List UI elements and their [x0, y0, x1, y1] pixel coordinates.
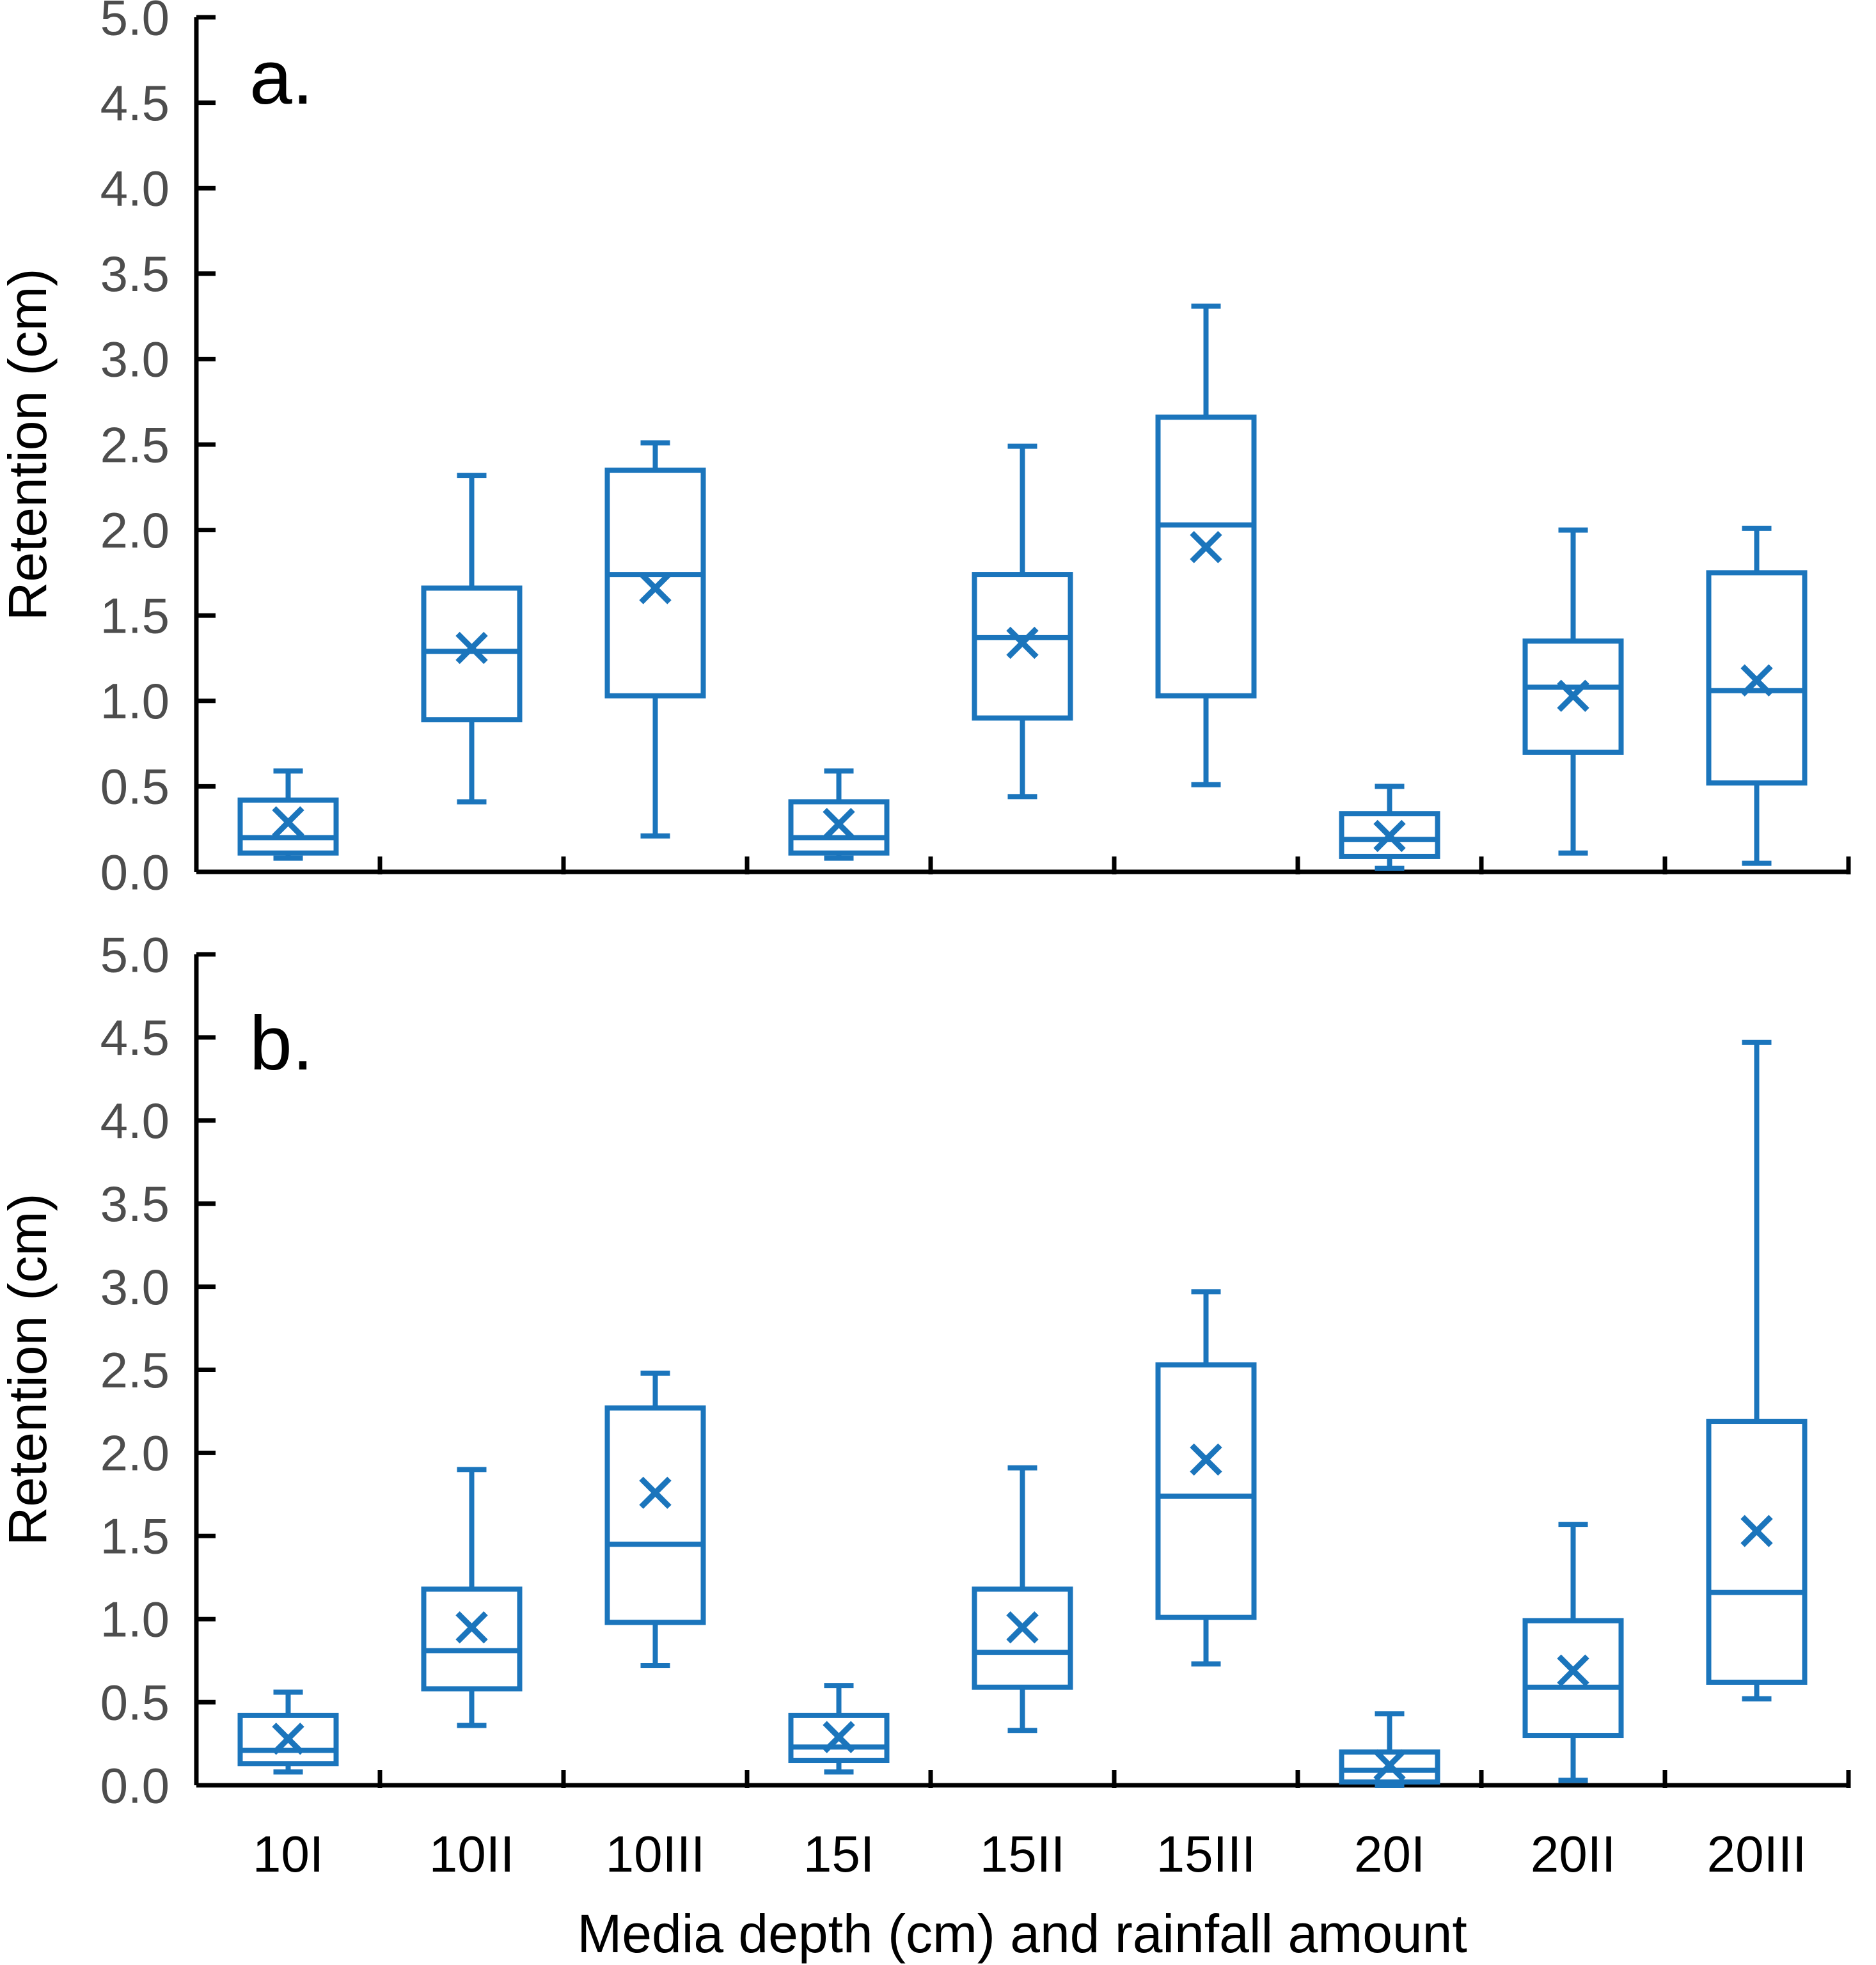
y-tick-label: 3.0 [100, 1259, 169, 1315]
x-axis-title: Media depth (cm) and rainfall amount [577, 1904, 1467, 1964]
boxplot-a-10I [237, 768, 339, 861]
iqr-box [237, 797, 339, 856]
category-label-20III: 20III [1707, 1826, 1807, 1882]
boxplot-b-15I [788, 1683, 890, 1775]
category-label-10II: 10II [429, 1826, 514, 1882]
iqr-box [972, 1586, 1073, 1690]
boxplot-a-20III [1706, 525, 1808, 866]
y-ticks-panel-b: 5.0 4.5 4.0 3.5 3.0 2.5 2.0 1.5 1.0 0.5 0.0 [100, 926, 216, 1813]
x-ticks-panel-b [377, 1770, 1851, 1788]
iqr-box [1155, 1362, 1257, 1620]
y-axis-title-panel-a: Retention (cm) [0, 269, 58, 621]
iqr-box [1706, 1419, 1808, 1685]
y-ticks-panel-a: 5.0 4.5 4.0 3.5 3.0 2.5 2.0 1.5 1.0 0.5 0.0 [100, 0, 216, 900]
boxplot-b-20III [1706, 1039, 1808, 1701]
y-tick-label: 1.0 [100, 1591, 169, 1648]
panel-b-letter: b. [249, 1000, 313, 1086]
y-tick-label: 1.5 [100, 588, 169, 644]
category-label-15II: 15II [980, 1826, 1065, 1882]
y-tick-label: 2.5 [100, 1342, 169, 1398]
boxplot-a-10III [604, 440, 706, 839]
iqr-box [1155, 414, 1257, 698]
mean-x-marker [1006, 1611, 1039, 1644]
y-tick-label: 5.0 [100, 0, 169, 45]
category-label-20I: 20I [1354, 1826, 1425, 1882]
y-tick-label: 0.5 [100, 759, 169, 815]
mean-x-marker [823, 1721, 855, 1753]
mean-x-marker [272, 1723, 304, 1755]
y-tick-label: 0.0 [100, 844, 169, 900]
boxplot-a-15I [788, 768, 890, 861]
iqr-box [421, 585, 523, 723]
iqr-box [1339, 811, 1440, 859]
category-label-15III: 15III [1156, 1826, 1256, 1882]
mean-x-marker [1740, 1515, 1773, 1547]
y-tick-label: 1.0 [100, 673, 169, 729]
y-tick-label: 2.0 [100, 502, 169, 558]
iqr-box [788, 1712, 890, 1764]
iqr-box [604, 1405, 706, 1625]
mean-x-marker [455, 631, 488, 665]
mean-x-marker [1190, 531, 1222, 564]
panel-a-letter: a. [249, 35, 313, 120]
boxplot-b-20I [1339, 1711, 1440, 1788]
mean-x-marker [1740, 664, 1773, 697]
mean-x-marker [272, 806, 304, 839]
y-tick-label: 2.0 [100, 1425, 169, 1481]
boxplot-a-15III [1155, 303, 1257, 787]
boxplot-b-20II [1522, 1522, 1624, 1783]
y-tick-label: 1.5 [100, 1508, 169, 1565]
mean-x-marker [823, 808, 855, 840]
mean-x-marker [1006, 626, 1039, 659]
y-tick-label: 4.5 [100, 1009, 169, 1066]
iqr-box [788, 799, 890, 856]
y-tick-label: 2.5 [100, 416, 169, 473]
y-tick-label: 4.0 [100, 1093, 169, 1149]
boxplot-a-10II [421, 473, 523, 805]
mean-x-marker [1557, 1654, 1589, 1687]
boxplot-b-10III [604, 1370, 706, 1668]
boxplot-b-15II [972, 1465, 1073, 1733]
panels-layer: 5.0 4.5 4.0 3.5 3.0 2.5 2.0 1.5 1.0 0.5 0.0 5.0 4.5 4… [100, 0, 1851, 1882]
y-tick-label: 3.5 [100, 246, 169, 302]
mean-x-marker [1557, 679, 1589, 712]
mean-x-marker [1373, 819, 1406, 853]
y-tick-label: 4.0 [100, 161, 169, 217]
y-tick-label: 4.5 [100, 75, 169, 131]
iqr-box [421, 1586, 523, 1692]
boxplot-a-20I [1339, 784, 1440, 871]
y-tick-label: 3.5 [100, 1176, 169, 1232]
category-label-20II: 20II [1531, 1826, 1616, 1882]
y-axis-title-panel-b: Retention (cm) [0, 1194, 58, 1546]
boxplot-a-20II [1522, 527, 1624, 856]
mean-x-marker [1373, 1749, 1406, 1782]
panel-b: 5.0 4.5 4.0 3.5 3.0 2.5 2.0 1.5 1.0 0.5 0.0 10I 10II… [100, 926, 1851, 1882]
y-tick-label: 0.5 [100, 1674, 169, 1730]
iqr-box [1522, 1618, 1624, 1739]
boxplot-a-15II [972, 443, 1073, 800]
iqr-box [604, 468, 706, 698]
category-labels: 10I 10II 10III 15I 15II 15III 20I 20II 20III [253, 1826, 1806, 1882]
boxplot-b-10I [237, 1689, 339, 1775]
boxplot-b-10II [421, 1467, 523, 1728]
y-tick-label: 0.0 [100, 1757, 169, 1813]
panel-a: 5.0 4.5 4.0 3.5 3.0 2.5 2.0 1.5 1.0 0.5 0.0 [100, 0, 1851, 900]
y-tick-label: 3.0 [100, 331, 169, 388]
iqr-box [237, 1712, 339, 1767]
mean-x-marker [639, 1476, 672, 1509]
boxplot-b-15III [1155, 1289, 1257, 1667]
y-tick-label: 5.0 [100, 926, 169, 982]
category-label-10I: 10I [253, 1826, 324, 1882]
mean-x-marker [455, 1611, 488, 1644]
category-label-15I: 15I [803, 1826, 874, 1882]
mean-x-marker [639, 572, 672, 604]
x-ticks-panel-a [377, 856, 1851, 874]
mean-x-marker [1190, 1443, 1222, 1476]
category-label-10III: 10III [606, 1826, 705, 1882]
